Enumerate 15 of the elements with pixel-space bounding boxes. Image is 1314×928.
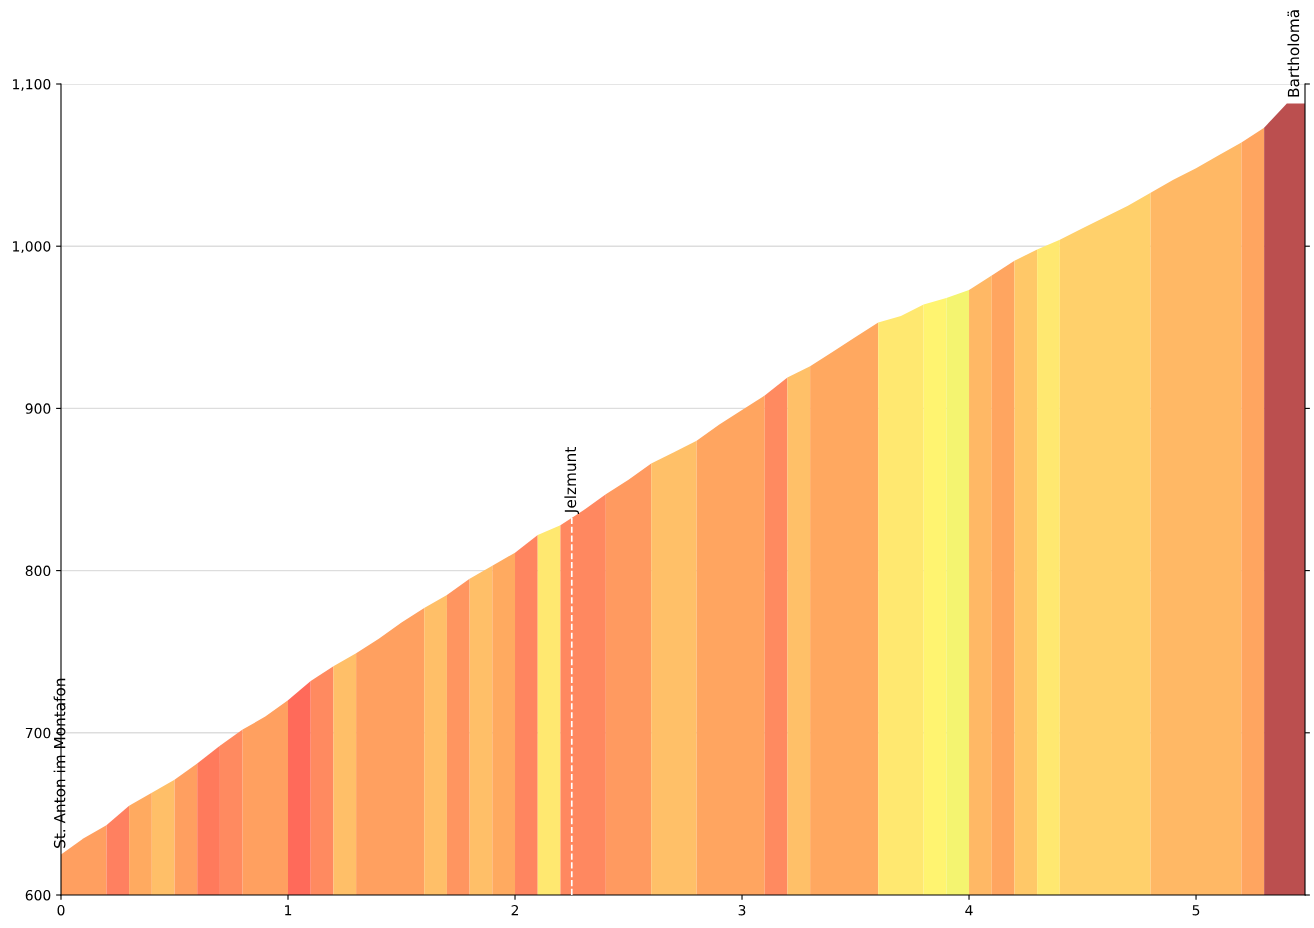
y-tick-label: 900: [25, 403, 51, 414]
x-tick-label: 0: [57, 904, 65, 916]
x-tick-label: 1: [285, 905, 292, 916]
y-tick-label: 700: [25, 727, 51, 739]
x-tick-label: 5: [1192, 905, 1200, 916]
x-tick-label: 3: [738, 904, 746, 916]
annotation: Jelzmunt: [564, 447, 580, 514]
y-tick-label: 1,000: [13, 241, 51, 254]
y-tick-label: 600: [25, 889, 51, 901]
annotation: St. Anton im Montafon: [53, 678, 66, 848]
x-tick-label: 2: [511, 904, 519, 916]
y-tick-label: 1,100: [13, 78, 51, 91]
x-tick-label: 4: [965, 905, 973, 916]
annotation: Bartholomä: [1287, 10, 1300, 97]
y-tick-label: 800: [25, 565, 51, 577]
